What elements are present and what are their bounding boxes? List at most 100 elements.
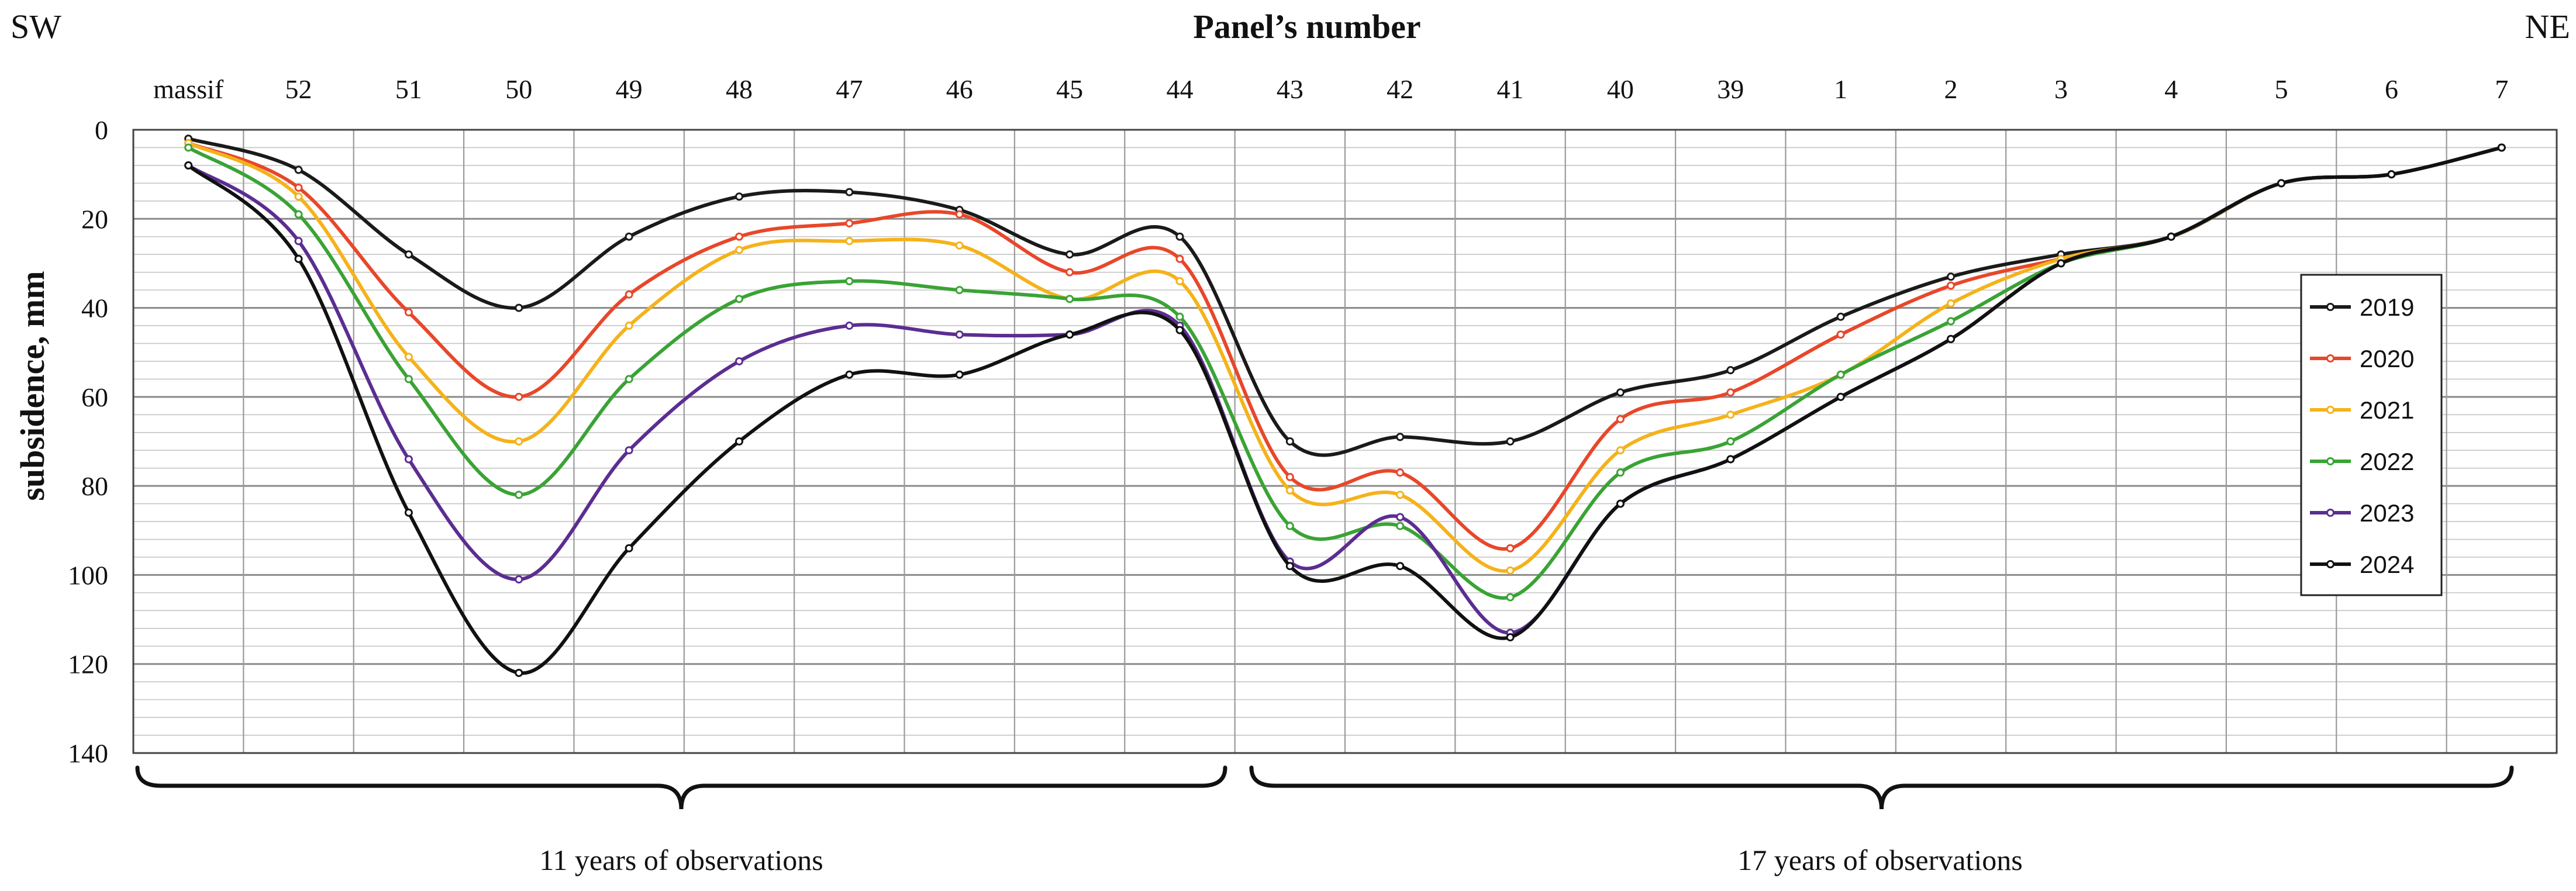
data-point-2019 (404, 250, 413, 259)
data-point-2019 (1616, 388, 1625, 397)
data-point-2019 (1396, 433, 1405, 441)
y-tick-label: 60 (81, 382, 108, 412)
annotation-11-years: 11 years of observations (539, 844, 823, 876)
data-point-2024 (1836, 392, 1845, 401)
data-point-2021 (404, 353, 413, 361)
data-point-2022 (1175, 312, 1184, 321)
data-point-2019 (845, 188, 854, 196)
data-point-2020 (845, 219, 854, 227)
data-point-2024 (1947, 334, 1955, 343)
legend: 2019 2020 2021 2022 2023 2024 (2300, 274, 2443, 596)
x-tick-label: 42 (1387, 74, 1413, 104)
x-tick-label: 7 (2495, 74, 2508, 104)
data-point-2024 (294, 254, 303, 263)
data-point-2023 (404, 455, 413, 464)
data-point-2021 (1506, 566, 1515, 575)
data-point-2023 (1396, 513, 1405, 522)
data-point-2021 (955, 241, 964, 250)
y-tick-label: 0 (95, 115, 108, 145)
data-point-2024 (1726, 455, 1735, 464)
data-point-2019 (1065, 250, 1074, 259)
data-point-2020 (515, 392, 523, 401)
annotation-17-years: 17 years of observations (1737, 844, 2022, 876)
x-tick-label: 46 (946, 74, 973, 104)
data-point-2024 (515, 668, 523, 677)
x-tick-label: 5 (2275, 74, 2288, 104)
legend-marker (2326, 457, 2334, 465)
x-tick-label: 3 (2054, 74, 2068, 104)
data-point-2019 (625, 232, 633, 241)
data-point-2024 (1616, 499, 1625, 508)
y-tick-label: 100 (68, 560, 108, 590)
series-line-2021 (187, 141, 2503, 573)
legend-marker (2326, 303, 2334, 311)
data-point-2020 (735, 232, 743, 241)
series-2024 (184, 143, 2506, 677)
data-point-2024 (2497, 143, 2506, 152)
data-point-2024 (1065, 330, 1074, 339)
grid (132, 129, 2558, 754)
data-point-2020 (404, 308, 413, 317)
data-point-2019 (515, 303, 523, 312)
data-point-2019 (735, 192, 743, 201)
plot-frame (132, 129, 2558, 754)
data-point-2020 (1836, 330, 1845, 339)
y-tick-label: 140 (68, 738, 108, 768)
data-point-2021 (1396, 491, 1405, 499)
x-tick-label: 4 (2164, 74, 2178, 104)
legend-label: 2024 (2360, 551, 2414, 578)
data-point-2023 (294, 237, 303, 246)
series-lines (184, 134, 2506, 677)
data-point-2022 (845, 277, 854, 285)
x-tick-label: 6 (2385, 74, 2398, 104)
data-point-2019 (1947, 272, 1955, 281)
data-point-2020 (1947, 281, 1955, 290)
data-point-2024 (955, 370, 964, 379)
data-point-2024 (845, 370, 854, 379)
data-point-2022 (1947, 317, 1955, 326)
legend-marker (2326, 354, 2334, 362)
x-tick-label: 48 (726, 74, 753, 104)
x-tick-label: 49 (616, 74, 643, 104)
chart-title: Panel’s number (1193, 8, 1420, 46)
x-tick-label: 41 (1497, 74, 1524, 104)
legend-label: 2020 (2360, 345, 2414, 372)
x-tick-label: 47 (836, 74, 863, 104)
data-point-2019 (294, 165, 303, 174)
data-point-2020 (1726, 388, 1735, 397)
data-point-2021 (1616, 446, 1625, 455)
x-tick-label: 43 (1277, 74, 1303, 104)
direction-ne: NE (2525, 8, 2570, 46)
data-point-2023 (845, 322, 854, 330)
legend-marker (2326, 560, 2334, 568)
data-point-2022 (955, 286, 964, 295)
data-point-2021 (1726, 410, 1735, 419)
y-axis-label: subsidence, mm (13, 271, 51, 500)
data-point-2020 (1175, 254, 1184, 263)
data-point-2021 (1285, 486, 1294, 495)
data-point-2024 (2057, 259, 2065, 268)
data-point-2021 (845, 237, 854, 246)
y-tick-label: 80 (81, 471, 108, 501)
data-point-2020 (1396, 468, 1405, 477)
x-tick-label: 51 (395, 74, 422, 104)
data-point-2023 (515, 575, 523, 584)
y-tick-label: 40 (81, 293, 108, 323)
data-point-2024 (625, 544, 633, 552)
data-point-2024 (184, 161, 193, 170)
observation-brace (135, 765, 1227, 810)
data-point-2019 (1506, 437, 1515, 445)
y-tick-label: 120 (68, 650, 108, 679)
data-point-2024 (735, 437, 743, 445)
data-point-2019 (1175, 232, 1184, 241)
data-point-2022 (1726, 437, 1735, 445)
observation-brace (1249, 765, 2514, 810)
data-point-2022 (404, 375, 413, 384)
observation-braces (135, 765, 2514, 810)
data-point-2022 (294, 210, 303, 219)
data-point-2022 (1285, 522, 1294, 530)
legend-label: 2021 (2360, 396, 2414, 424)
data-point-2020 (1506, 544, 1515, 552)
legend-label: 2019 (2360, 293, 2414, 321)
